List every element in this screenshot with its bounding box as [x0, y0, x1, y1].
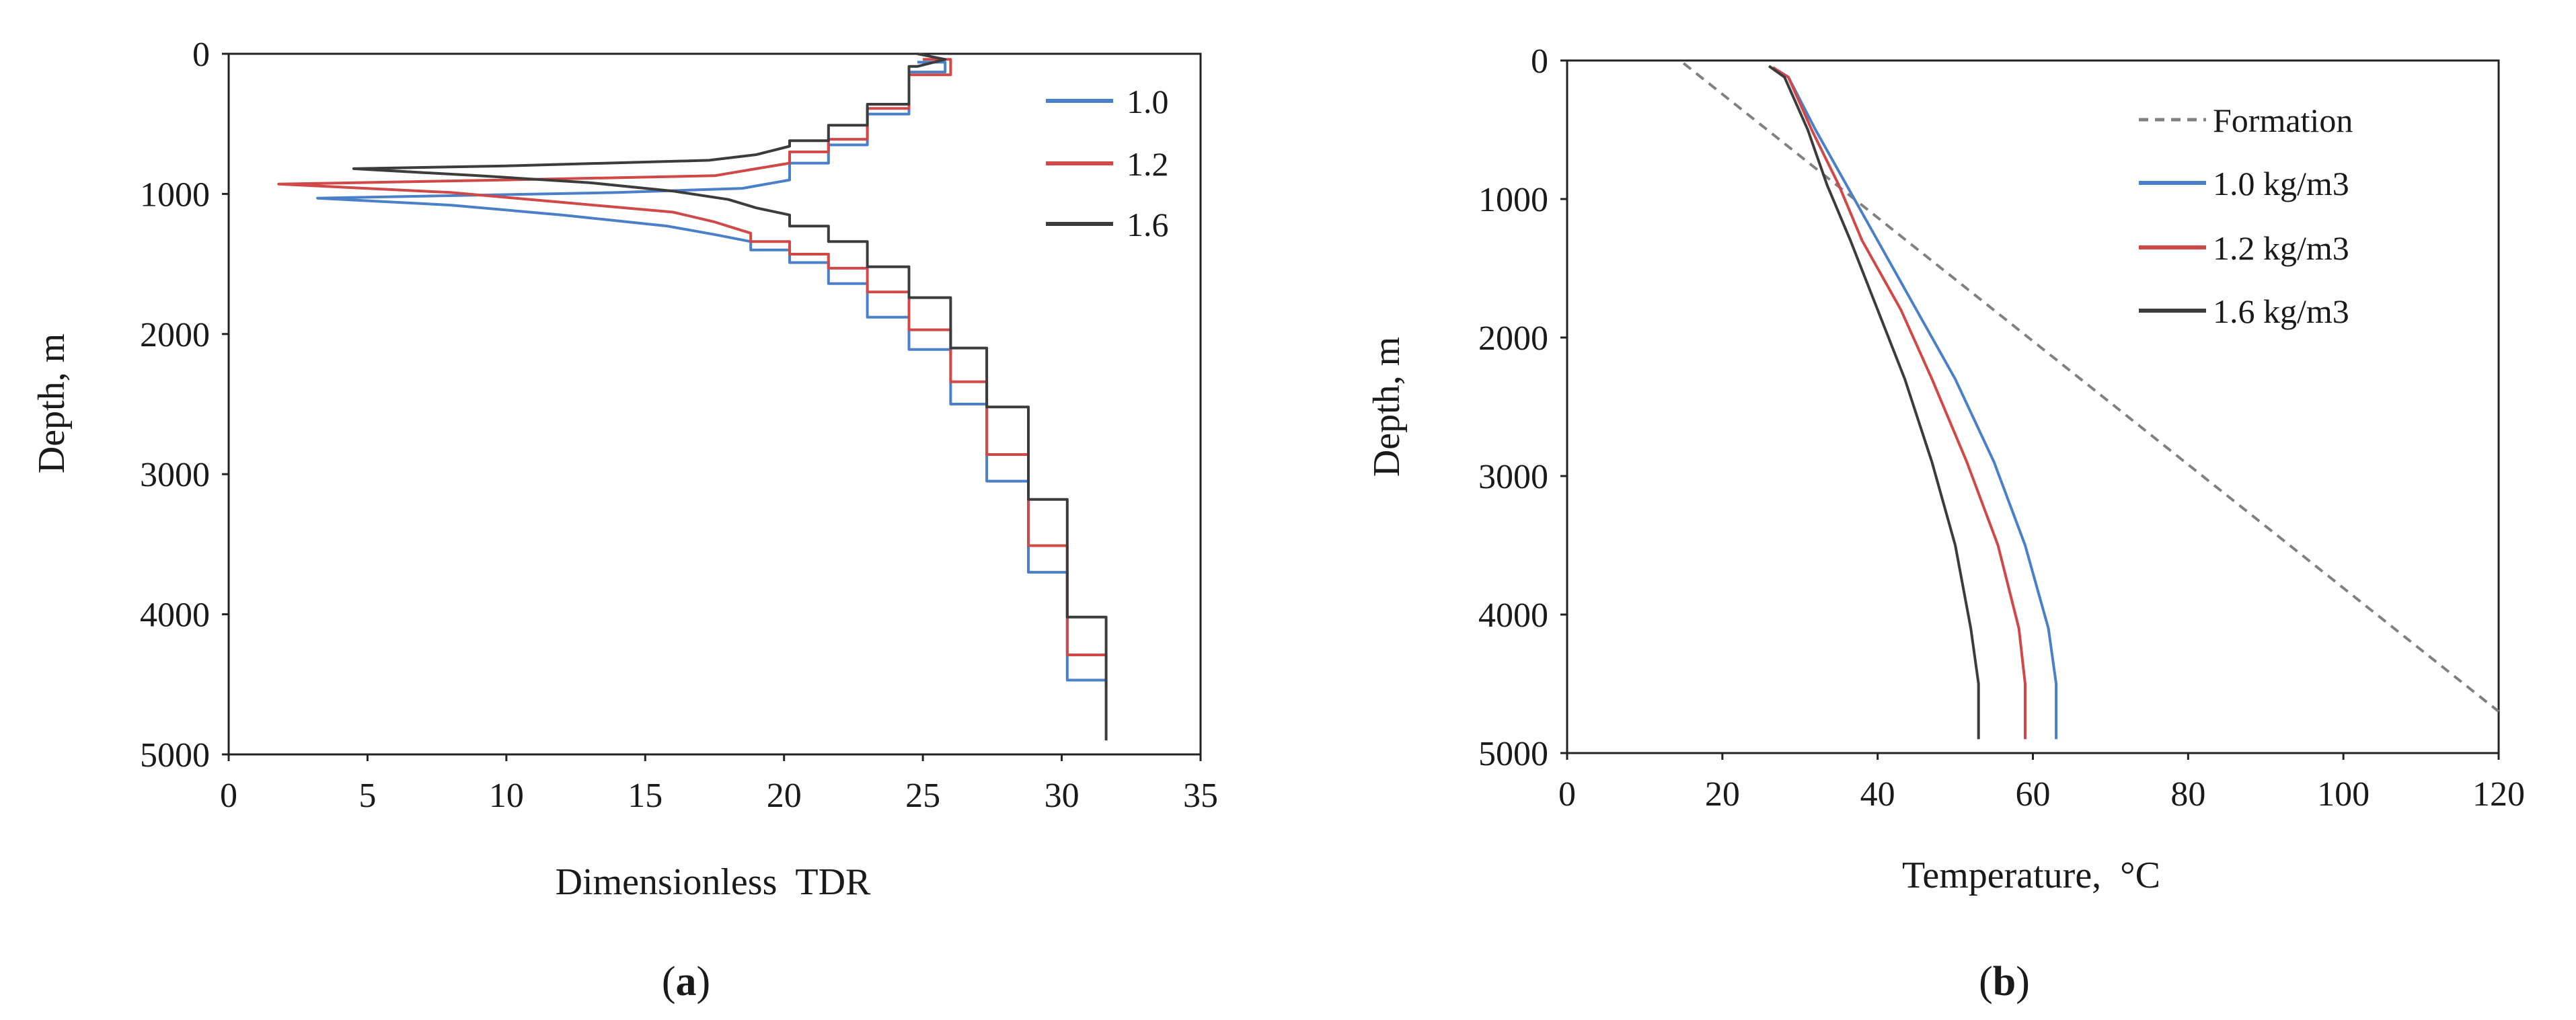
- series-line-a-1.0: [316, 61, 1108, 687]
- series-line-b-1.6-kg-m3: [1768, 65, 1980, 740]
- panel-b-caption-close: ): [2016, 959, 2030, 1005]
- panel-a-caption-letter: a: [676, 959, 697, 1005]
- y-tick-label-a: 1000: [140, 175, 210, 214]
- panel-a-tick-layer: 0 5 10 15 20 25 30 35 0 1000 2000 3000 4000 5000: [140, 36, 1218, 815]
- panel-b-y-axis-title: Depth, m: [1366, 337, 1408, 477]
- x-tick-label-a: 5: [358, 777, 376, 815]
- panel-b-caption-letter: b: [1993, 959, 2016, 1005]
- legend-b-label-1.6: 1.6 kg/m3: [2213, 292, 2349, 330]
- legend-b-label-formation: Formation: [2213, 102, 2353, 139]
- x-tick-label-b: 60: [2016, 775, 2051, 814]
- y-tick-label-b: 4000: [1478, 596, 1548, 635]
- panel-a-caption-close: ): [697, 959, 711, 1005]
- x-tick-label-b: 100: [2317, 775, 2370, 814]
- y-tick-label-b: 0: [1531, 42, 1548, 81]
- y-tick-label-a: 0: [192, 36, 210, 74]
- panel-a-x-axis-title: Dimensionless TDR: [556, 861, 871, 903]
- y-tick-label-a: 5000: [140, 736, 210, 775]
- x-tick-label-b: 40: [1860, 775, 1895, 814]
- x-tick-label-b: 120: [2472, 775, 2525, 814]
- legend-a-label-1.6: 1.6: [1127, 206, 1169, 243]
- x-tick-label-a: 20: [767, 777, 802, 815]
- x-tick-label-b: 20: [1705, 775, 1740, 814]
- panel-b-caption-open: (: [1979, 959, 1993, 1005]
- panel-a-legend: 1.0 1.2 1.6: [1046, 83, 1169, 243]
- legend-b-label-1.2: 1.2 kg/m3: [2213, 229, 2349, 267]
- y-tick-label-a: 2000: [140, 316, 210, 354]
- panel-b-caption: (b): [1979, 959, 2030, 1005]
- x-tick-label-b: 0: [1558, 775, 1576, 814]
- panel-a-y-axis-title: Depth, m: [31, 334, 73, 473]
- legend-a-label-1.2: 1.2: [1127, 145, 1169, 183]
- series-line-a-1.2: [277, 58, 1108, 660]
- panel-b-x-axis-title: Temperature, °C: [1902, 855, 2160, 896]
- y-tick-label-a: 3000: [140, 456, 210, 494]
- series-line-a-1.6: [352, 52, 1108, 741]
- x-tick-label-a: 25: [905, 777, 940, 815]
- y-tick-label-a: 4000: [140, 596, 210, 635]
- y-tick-label-b: 3000: [1478, 458, 1548, 496]
- y-tick-label-b: 1000: [1478, 181, 1548, 219]
- panel-a-chart: 0 5 10 15 20 25 30 35 0 1000 2000 3000 4000 5000 Dept…: [31, 36, 1218, 1005]
- panel-b-tick-layer: 0 20 40 60 80 100 120 0 1000 2000 3000 4000 5000: [1478, 42, 2525, 814]
- series-line-b-1.2-kg-m3: [1772, 66, 2026, 740]
- panel-b-series-layer: [1682, 62, 2500, 740]
- panel-b-plot-frame: [1566, 59, 2500, 754]
- x-tick-label-a: 35: [1183, 777, 1218, 815]
- panel-a-series-layer: [277, 52, 1108, 741]
- y-tick-label-b: 2000: [1478, 319, 1548, 358]
- series-line-b-formation: [1682, 62, 2500, 713]
- x-tick-label-b: 80: [2170, 775, 2205, 814]
- x-tick-label-a: 0: [220, 777, 237, 815]
- y-tick-label-b: 5000: [1478, 735, 1548, 773]
- panel-b-chart: 0 20 40 60 80 100 120 0 1000 2000 3000 4000 5000 Dep…: [1366, 42, 2525, 1005]
- x-tick-label-a: 10: [489, 777, 524, 815]
- x-tick-label-a: 15: [628, 777, 662, 815]
- x-tick-label-a: 30: [1045, 777, 1079, 815]
- panel-a-plot-frame: [227, 52, 1202, 756]
- panel-a-caption-open: (: [662, 959, 676, 1005]
- series-line-b-1.0-kg-m3: [1772, 66, 2058, 740]
- legend-b-label-1.0: 1.0 kg/m3: [2213, 165, 2349, 202]
- panel-b-legend: Formation 1.0 kg/m3 1.2 kg/m3 1.6 kg/m3: [2139, 102, 2353, 330]
- legend-a-label-1.0: 1.0: [1127, 83, 1169, 120]
- panel-a-caption: (a): [662, 959, 710, 1005]
